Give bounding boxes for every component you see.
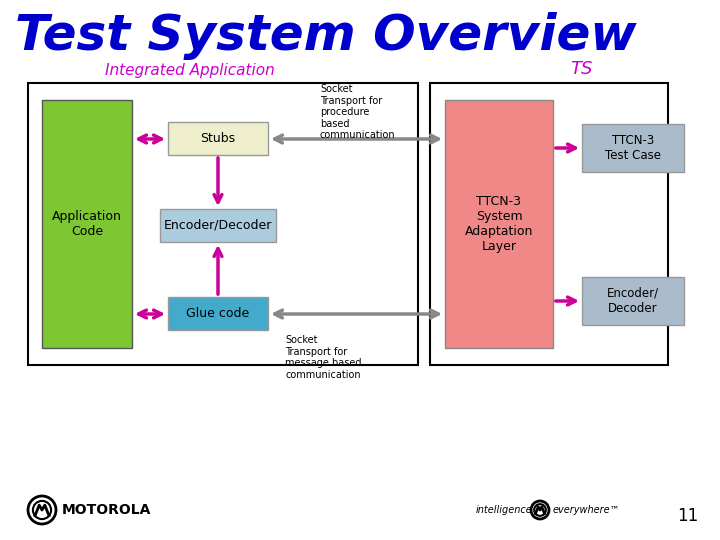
Bar: [430, 83, 668, 365]
Text: Integrated Application: Integrated Application: [105, 63, 275, 78]
Text: MOTOROLA: MOTOROLA: [62, 503, 151, 517]
Bar: [445, 100, 553, 348]
Text: 11: 11: [677, 507, 698, 525]
Bar: [168, 122, 268, 155]
Text: TTCN-3
System
Adaptation
Layer: TTCN-3 System Adaptation Layer: [465, 195, 534, 253]
Bar: [28, 83, 418, 365]
Text: everywhere™: everywhere™: [553, 505, 621, 515]
Text: Application
Code: Application Code: [52, 210, 122, 238]
Bar: [42, 100, 132, 348]
Text: intelligence: intelligence: [476, 505, 533, 515]
Text: TTCN-3
Test Case: TTCN-3 Test Case: [605, 134, 661, 162]
Text: Socket
Transport for
procedure
based
communication: Socket Transport for procedure based com…: [320, 84, 395, 140]
Bar: [160, 209, 276, 242]
Bar: [582, 124, 684, 172]
Text: Glue code: Glue code: [186, 307, 250, 320]
Text: Test System Overview: Test System Overview: [15, 12, 636, 60]
Bar: [582, 277, 684, 325]
Text: Socket
Transport for
message based
communication: Socket Transport for message based commu…: [285, 335, 361, 380]
Text: Encoder/Decoder: Encoder/Decoder: [164, 219, 272, 232]
Text: Encoder/
Decoder: Encoder/ Decoder: [607, 287, 659, 315]
Text: Stubs: Stubs: [200, 132, 235, 145]
Text: TS: TS: [570, 60, 593, 78]
Bar: [168, 297, 268, 330]
